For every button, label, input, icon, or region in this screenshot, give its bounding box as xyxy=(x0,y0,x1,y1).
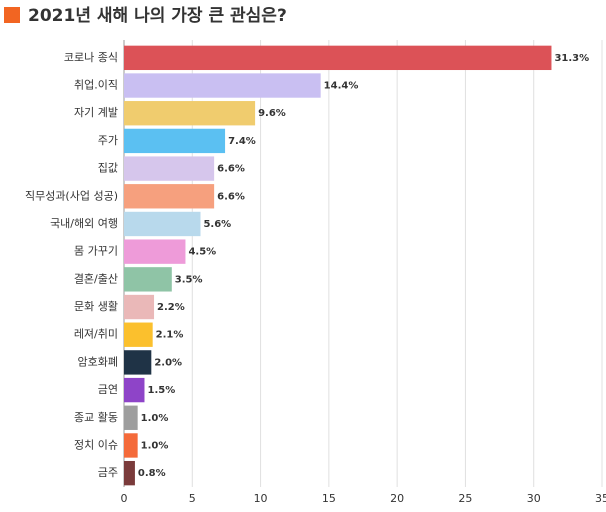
bar xyxy=(124,460,135,486)
value-label: 6.6% xyxy=(217,191,245,202)
value-label: 31.3% xyxy=(554,53,589,64)
value-label: 1.5% xyxy=(147,385,175,396)
y-tick-label: 금주 xyxy=(98,466,118,479)
y-tick-label: 직무성과(사업 성공) xyxy=(25,189,118,202)
bar xyxy=(124,73,321,98)
y-tick-label: 코로나 종식 xyxy=(64,51,118,64)
y-tick-label: 정치 이슈 xyxy=(74,438,118,451)
bar xyxy=(124,184,215,209)
x-tick-label: 35 xyxy=(595,492,606,505)
value-label: 5.6% xyxy=(203,219,231,230)
value-label: 2.2% xyxy=(157,302,185,313)
y-tick-label: 종교 활동 xyxy=(74,410,118,424)
bar xyxy=(124,101,256,126)
value-label: 0.8% xyxy=(138,468,166,479)
y-tick-label: 결혼/출산 xyxy=(74,272,118,285)
y-tick-label: 레져/취미 xyxy=(74,328,118,341)
y-tick-label: 집값 xyxy=(98,162,118,175)
bar xyxy=(124,267,172,292)
bar xyxy=(124,128,226,154)
bar xyxy=(124,350,152,375)
x-tick-label: 5 xyxy=(189,492,196,505)
y-tick-label: 몸 가꾸기 xyxy=(74,245,118,258)
value-label: 1.0% xyxy=(141,413,169,424)
y-tick-label: 국내/해외 여행 xyxy=(50,216,118,230)
bar xyxy=(124,239,186,264)
value-label: 7.4% xyxy=(228,136,256,147)
bar xyxy=(124,294,155,320)
bar xyxy=(124,45,552,71)
value-label: 9.6% xyxy=(258,108,286,119)
x-tick-label: 30 xyxy=(527,492,541,505)
value-label: 3.5% xyxy=(175,274,203,285)
bar xyxy=(124,433,138,458)
chart-title: 2021년 새해 나의 가장 큰 관심은? xyxy=(28,6,287,26)
value-label: 2.1% xyxy=(156,330,184,341)
bar xyxy=(124,405,138,430)
y-tick-label: 문화 생활 xyxy=(74,299,118,313)
bar xyxy=(124,377,145,403)
y-tick-label: 주가 xyxy=(98,134,118,147)
value-label: 14.4% xyxy=(324,81,359,92)
value-label: 4.5% xyxy=(188,247,216,258)
y-tick-label: 취업.이직 xyxy=(74,79,118,92)
value-label: 6.6% xyxy=(217,164,245,175)
value-label: 2.0% xyxy=(154,357,182,368)
x-tick-label: 25 xyxy=(458,492,472,505)
bar xyxy=(124,211,201,237)
x-tick-label: 15 xyxy=(322,492,336,505)
x-tick-label: 0 xyxy=(121,492,128,505)
y-tick-label: 자기 계발 xyxy=(74,106,118,119)
x-tick-label: 10 xyxy=(254,492,268,505)
y-tick-label: 암호화폐 xyxy=(78,355,118,368)
bar xyxy=(124,322,153,347)
value-label: 1.0% xyxy=(141,440,169,451)
x-tick-label: 20 xyxy=(390,492,404,505)
y-tick-label: 금연 xyxy=(98,383,118,396)
bar xyxy=(124,156,215,181)
title-marker xyxy=(4,7,20,23)
